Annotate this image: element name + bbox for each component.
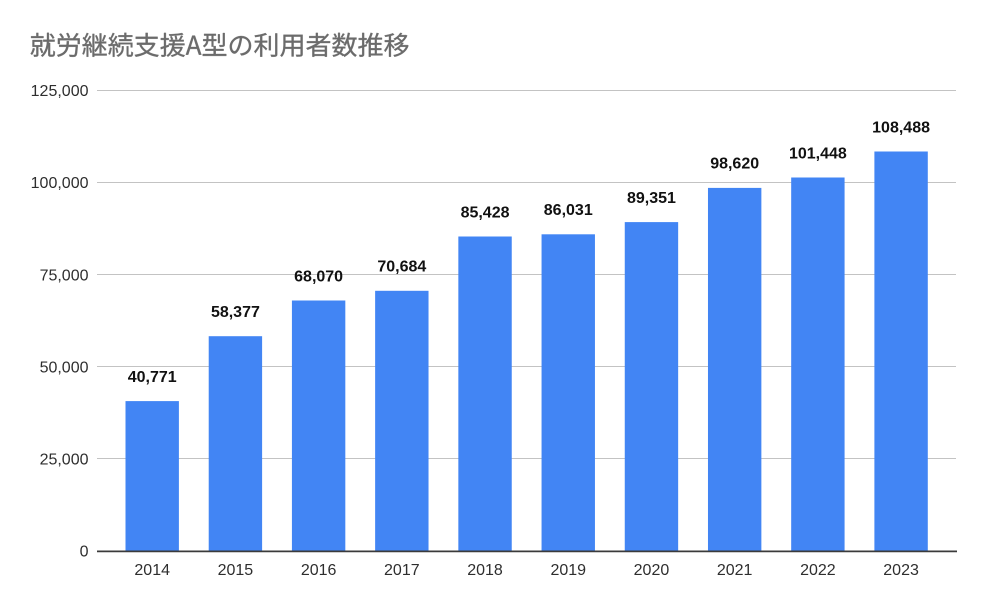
svg-text:2020: 2020 <box>634 562 670 579</box>
svg-text:2016: 2016 <box>301 562 337 579</box>
svg-text:58,377: 58,377 <box>211 304 260 321</box>
svg-text:0: 0 <box>80 544 89 561</box>
svg-text:75,000: 75,000 <box>40 267 89 284</box>
svg-text:2018: 2018 <box>467 562 503 579</box>
svg-text:89,351: 89,351 <box>627 190 676 207</box>
svg-text:2014: 2014 <box>134 562 170 579</box>
svg-text:2023: 2023 <box>883 562 919 579</box>
svg-text:125,000: 125,000 <box>31 83 89 100</box>
svg-text:85,428: 85,428 <box>461 204 510 221</box>
svg-text:98,620: 98,620 <box>710 156 759 173</box>
svg-text:2019: 2019 <box>550 562 586 579</box>
svg-text:100,000: 100,000 <box>31 175 89 192</box>
svg-text:25,000: 25,000 <box>40 452 89 469</box>
svg-text:68,070: 68,070 <box>294 268 343 285</box>
svg-text:50,000: 50,000 <box>40 360 89 377</box>
svg-text:2015: 2015 <box>218 562 254 579</box>
svg-text:40,771: 40,771 <box>128 369 177 386</box>
svg-text:101,448: 101,448 <box>789 145 847 162</box>
svg-text:70,684: 70,684 <box>377 259 426 276</box>
svg-text:2022: 2022 <box>800 562 836 579</box>
svg-text:108,488: 108,488 <box>872 119 930 136</box>
svg-text:86,031: 86,031 <box>544 202 593 219</box>
svg-text:2021: 2021 <box>717 562 753 579</box>
svg-text:2017: 2017 <box>384 562 420 579</box>
